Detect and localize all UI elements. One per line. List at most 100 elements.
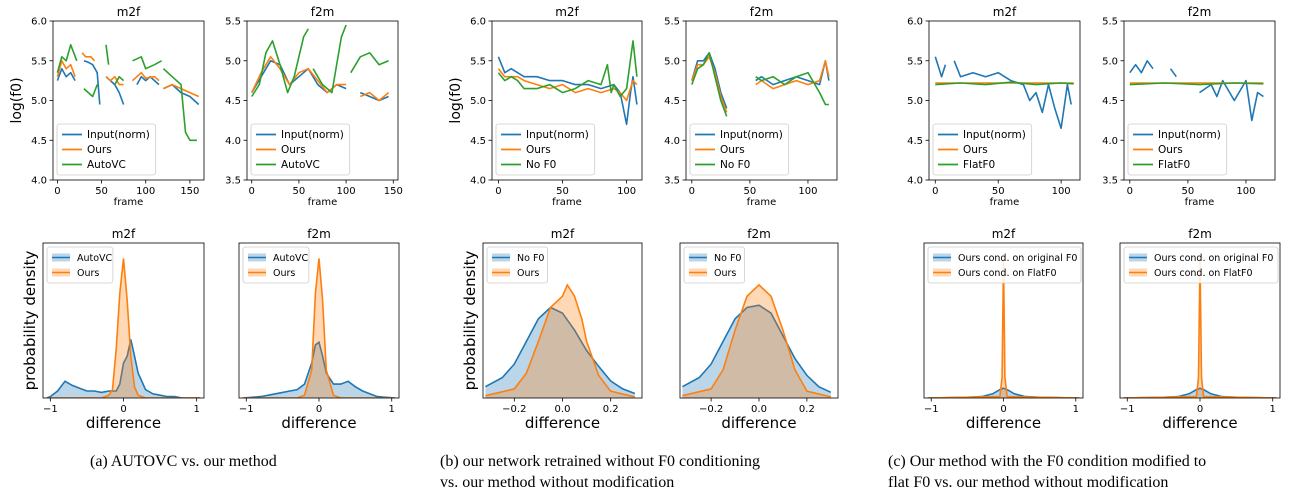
legend-box	[242, 246, 310, 284]
x-tick-label: 100	[337, 186, 356, 197]
figure-canvas: 0 50 100 1504.04.55.05.56.0m2fframelog(f0)I…	[9, 5, 1281, 432]
y-tick-label: 5.0	[470, 96, 486, 107]
y-tick-label: 4.5	[907, 136, 923, 147]
legend: AutoVC Ours	[242, 246, 310, 284]
x-tick-label: 100	[798, 186, 817, 197]
x-tick-label: −1	[1120, 404, 1135, 415]
y-tick-label: 5.0	[907, 96, 923, 107]
plot-area	[691, 52, 830, 117]
chart-title: m2f	[555, 5, 579, 19]
density-line-Ours	[485, 283, 635, 398]
series-line-No F0	[497, 40, 638, 98]
chart-a-area-f2m: −1 0 1 f2m difference AutoVC Ours	[238, 227, 400, 432]
x-tick-label: 100	[1236, 186, 1255, 197]
x-axis-label: frame	[308, 197, 338, 208]
legend-label-Ours: Ours	[526, 144, 551, 156]
legend: Ours cond. on original F0 Ours cond. on F…	[1123, 246, 1279, 284]
y-tick-label: 4.0	[225, 136, 241, 147]
chart-a-line-m2f: 0 50 100 150 4.0 4.5 5.0 5.5 6.0 m2f frame log(f0) I…	[9, 5, 205, 208]
y-axis-label: probability density	[461, 250, 479, 390]
x-tick-label: 1	[193, 404, 199, 415]
x-tick-label: 0.2	[799, 404, 815, 415]
x-tick-label: 50	[556, 186, 569, 197]
series-line-FlatF0	[1129, 82, 1264, 86]
chart-c-line-f2m: 0 50 100 3.5 4.0 4.5 5.0 5.5 f2m frame Input(norm)…	[1102, 5, 1276, 208]
caption-a: (a) AUTOVC vs. our method	[90, 451, 277, 472]
x-tick-label: 50	[293, 186, 306, 197]
chart-title: f2m	[747, 227, 771, 241]
x-axis-label: frame	[1185, 197, 1215, 208]
legend-label-AutoVC: AutoVC	[273, 253, 309, 264]
chart-a-line-f2m: 0 50 100 150 3.5 4.0 4.5 5.0 5.5 f2m frame Input(no…	[225, 5, 403, 208]
legend-label-FlatF0: FlatF0	[963, 159, 995, 171]
series-line-AutoVC	[105, 44, 110, 65]
plot-area	[1129, 60, 1264, 122]
legend: Input(norm) Ours FlatF0	[1127, 123, 1228, 176]
x-tick-label: 100	[136, 186, 155, 197]
legend-label-No F0: No F0	[526, 159, 556, 171]
legend-label-Input(norm): Input(norm)	[720, 129, 783, 141]
x-tick-label: 0.0	[751, 404, 767, 415]
legend-label-Ours: Ours	[720, 144, 745, 156]
legend-label-Ours cond. on FlatF0: Ours cond. on FlatF0	[958, 268, 1057, 279]
series-line-AutoVC	[56, 44, 78, 73]
caption-b: (b) our network retrained without F0 con…	[440, 451, 760, 493]
series-line-No F0	[691, 52, 728, 117]
series-line-Ours	[691, 56, 728, 113]
series-line-AutoVC	[312, 24, 347, 94]
plot-area	[250, 24, 390, 102]
chart-b-line-f2m: 0 50 100 3.5 4.0 4.5 5.0 5.5 f2m frame Input(norm)…	[664, 5, 838, 208]
legend-box	[486, 246, 548, 284]
x-axis-label: difference	[966, 414, 1041, 432]
y-tick-label: 4.0	[31, 176, 47, 187]
y-tick-label: 3.5	[225, 176, 241, 187]
legend-label-AutoVC: AutoVC	[281, 159, 320, 171]
legend-box	[927, 246, 1082, 284]
y-tick-label: 5.5	[225, 17, 241, 28]
chart-title: f2m	[1188, 5, 1212, 19]
y-tick-label: 5.0	[664, 56, 680, 67]
legend-box	[46, 246, 114, 284]
density-line-Ours	[46, 258, 201, 398]
density-fill-AutoVC	[242, 342, 396, 398]
chart-title: f2m	[1188, 227, 1212, 241]
legend: Input(norm) Ours AutoVC	[250, 123, 351, 176]
chart-title: f2m	[750, 5, 774, 19]
density-fill-Ours cond. on FlatF0	[1123, 258, 1277, 398]
legend-label-Ours: Ours	[281, 144, 306, 156]
x-tick-label: 0	[1127, 186, 1133, 197]
x-tick-label: −1	[924, 404, 939, 415]
legend-label-Ours cond. on original F0: Ours cond. on original F0	[1154, 253, 1273, 264]
y-tick-label: 6.0	[907, 17, 923, 28]
legend-label-Input(norm): Input(norm)	[281, 129, 344, 141]
x-axis-label: difference	[86, 414, 161, 432]
chart-b-line-m2f: 0 50 100 4.0 4.5 5.0 5.5 6.0 m2f frame log(f0) Inpu…	[448, 5, 643, 208]
density-fill-AutoVC	[46, 339, 201, 398]
x-axis-label: frame	[990, 197, 1020, 208]
legend-label-Ours: Ours	[77, 268, 99, 279]
y-axis-label: log(f0)	[448, 77, 464, 123]
density-fill-Ours cond. on original F0	[927, 388, 1080, 398]
series-line-Input(norm)	[1199, 79, 1264, 122]
x-axis-label: difference	[281, 414, 356, 432]
y-tick-label: 4.5	[31, 136, 47, 147]
legend-label-Ours: Ours	[1158, 144, 1183, 156]
density-line-AutoVC	[242, 340, 396, 398]
chart-title: m2f	[993, 5, 1017, 19]
legend-label-Input(norm): Input(norm)	[87, 129, 150, 141]
x-tick-label: 0	[495, 186, 501, 197]
plot-area	[485, 283, 636, 398]
y-tick-label: 4.5	[1102, 96, 1118, 107]
caption-c: (c) Our method with the F0 condition mod…	[888, 451, 1300, 493]
x-tick-label: 50	[744, 186, 757, 197]
series-line-Ours	[56, 60, 76, 77]
legend-box	[1127, 123, 1228, 176]
y-tick-label: 4.0	[664, 136, 680, 147]
legend-label-FlatF0: FlatF0	[1158, 159, 1190, 171]
legend: Ours cond. on original F0 Ours cond. on F…	[927, 246, 1082, 284]
x-tick-label: −1	[239, 404, 254, 415]
x-tick-label: 100	[617, 186, 636, 197]
chart-title: m2f	[112, 227, 136, 241]
x-tick-label: 0	[316, 404, 322, 415]
plot-area	[242, 258, 396, 398]
